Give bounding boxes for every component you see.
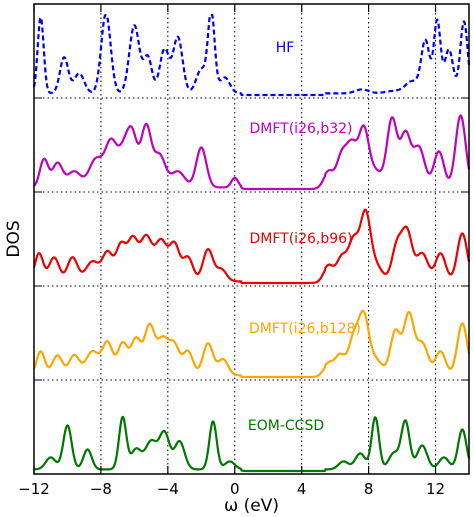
plot-frame bbox=[33, 3, 470, 475]
series-line-4 bbox=[33, 415, 471, 473]
dos-curves bbox=[32, 14, 471, 473]
series-line-3 bbox=[32, 309, 471, 379]
series-labels: HF DMFT(i26,b32) DMFT(i26,b96) DMFT(i26,b12… bbox=[248, 40, 361, 434]
x-tick-label-0: −12 bbox=[18, 480, 50, 498]
series-label-1: DMFT(i26,b32) bbox=[250, 121, 353, 137]
series-line-0 bbox=[32, 14, 471, 97]
series-label-3: DMFT(i26,b128) bbox=[249, 321, 361, 337]
series-label-2: DMFT(i26,b96) bbox=[250, 231, 353, 247]
x-ticks: −12 −8 −4 0 4 8 12 bbox=[18, 4, 445, 498]
series-label-0: HF bbox=[276, 40, 295, 56]
x-axis-label: ω (eV) bbox=[224, 496, 279, 516]
grid-lines bbox=[33, 4, 437, 474]
x-tick-label-3: 0 bbox=[230, 480, 240, 498]
series-line-2 bbox=[32, 208, 471, 285]
x-tick-label-2: −4 bbox=[157, 480, 179, 498]
x-tick-label-6: 12 bbox=[426, 480, 445, 498]
x-tick-label-1: −8 bbox=[90, 480, 112, 498]
y-axis-label: DOS bbox=[4, 220, 24, 257]
x-tick-label-5: 8 bbox=[364, 480, 374, 498]
series-label-4: EOM-CCSD bbox=[248, 418, 324, 434]
series-line-1 bbox=[33, 114, 471, 191]
x-tick-label-4: 4 bbox=[297, 480, 307, 498]
panel-separators bbox=[34, 97, 469, 381]
